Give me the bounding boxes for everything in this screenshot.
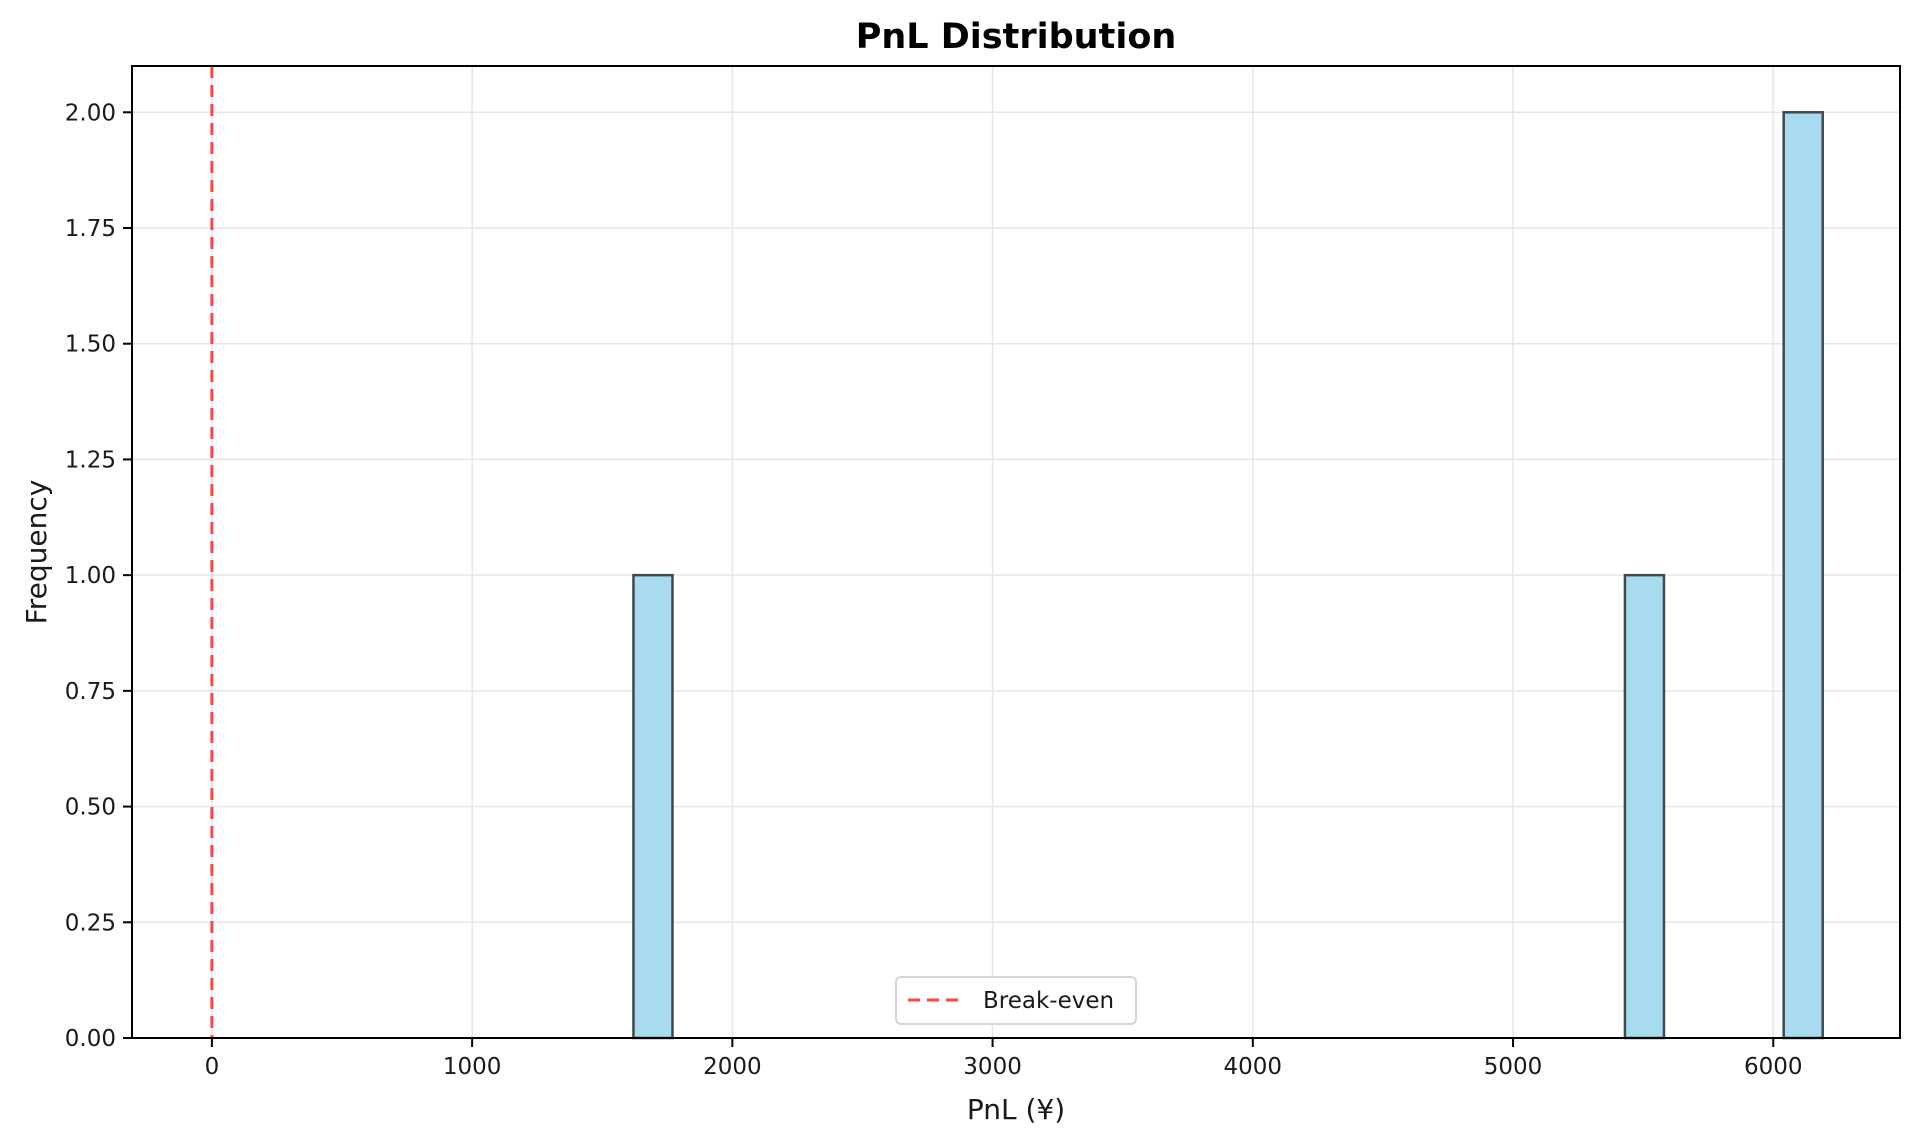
y-tick-label: 1.75 [65,216,116,242]
x-tick-label: 3000 [963,1054,1022,1080]
plot-area-frame [131,65,1901,1039]
y-axis-label: Frequency [20,480,53,625]
x-tick-label: 1000 [443,1054,502,1080]
x-axis-label: PnL (¥) [967,1093,1065,1126]
histogram-bar [1782,111,1824,1040]
x-tick-label: 6000 [1744,1054,1803,1080]
histogram-bar [632,573,674,1040]
y-tick-label: 0.75 [65,679,116,705]
x-tick-label: 5000 [1484,1054,1543,1080]
y-tick-label: 0.00 [65,1026,116,1052]
x-axis-ticks: 0 1000 2000 3000 4000 5000 6000 [205,1038,1803,1080]
y-tick-label: 2.00 [65,100,116,126]
y-tick-label: 1.25 [65,447,116,473]
y-tick-label: 0.50 [65,795,116,821]
y-tick-label: 0.25 [65,910,116,936]
histogram-bar [1623,573,1666,1040]
chart-title: PnL Distribution [856,17,1177,57]
x-tick-label: 0 [205,1054,220,1080]
y-axis-ticks: 0.00 0.25 0.50 0.75 1.00 1.25 1.50 1.75 2.00 [65,100,132,1052]
x-tick-label: 2000 [703,1054,762,1080]
legend-box [895,976,1137,1025]
y-tick-label: 1.50 [65,332,116,358]
legend-label-break-even: Break-even [983,988,1114,1014]
grid-lines [132,66,1900,1039]
legend: Break-even [895,976,1137,1025]
x-tick-label: 4000 [1224,1054,1283,1080]
y-tick-label: 1.00 [65,563,116,589]
